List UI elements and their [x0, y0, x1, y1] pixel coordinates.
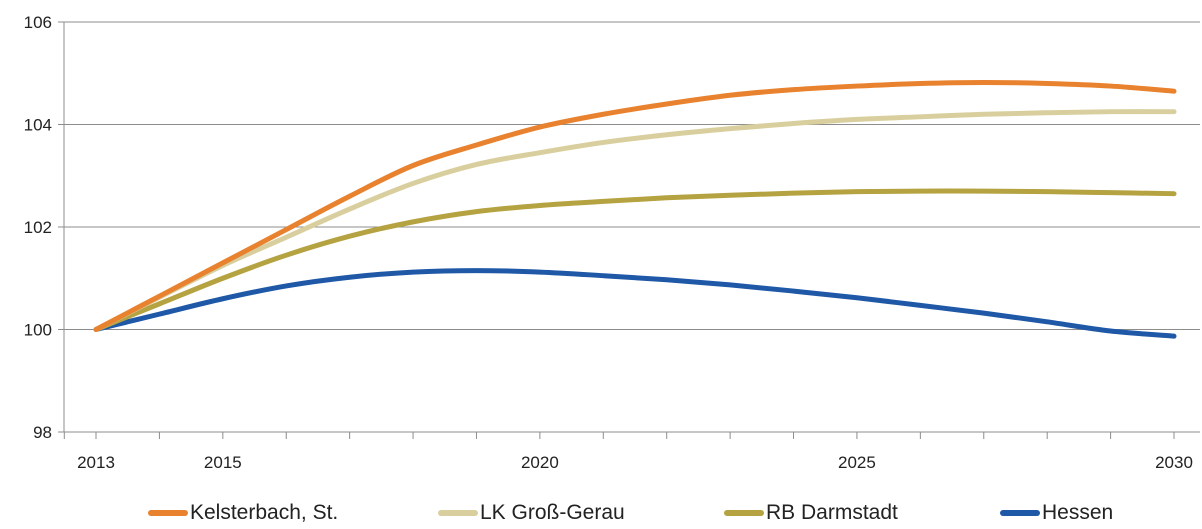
legend-swatch-rb-darmstadt: [724, 509, 764, 516]
y-tick-label-104: 104: [24, 116, 52, 135]
series-line-kelsterbach-st: [93, 79, 1177, 332]
tick-labels: 98 100 102 104 106 2013 2015 2020 2025 2030: [24, 13, 1193, 472]
series-line-lk-gro-gerau: [93, 109, 1177, 332]
legend-item-lk-gro-gerau: LK Groß-Gerau: [438, 496, 625, 529]
y-tick-label-102: 102: [24, 218, 52, 237]
legend-item-kelsterbach-st: Kelsterbach, St.: [148, 496, 338, 529]
legend-label-rb-darmstadt: RB Darmstadt: [766, 500, 898, 524]
series-line-rb-darmstadt: [93, 188, 1177, 332]
x-tick-label-2015: 2015: [204, 453, 242, 472]
series-line-hessen: [93, 268, 1177, 339]
legend-item-hessen: Hessen: [1000, 496, 1113, 529]
gridlines: [64, 21, 1200, 330]
legend-label-hessen: Hessen: [1042, 500, 1114, 524]
y-tick-label-98: 98: [33, 423, 52, 442]
axes: [58, 21, 1200, 439]
x-tick-label-2030: 2030: [1155, 453, 1193, 472]
y-tick-label-100: 100: [24, 321, 52, 340]
legend-label-lk-gro-gerau: LK Groß-Gerau: [480, 500, 625, 524]
x-tick-label-2025: 2025: [838, 453, 876, 472]
legend-swatch-lk-gro-gerau: [438, 509, 478, 516]
legend-swatch-kelsterbach-st: [148, 509, 188, 516]
legend-item-rb-darmstadt: RB Darmstadt: [724, 496, 898, 529]
series-lines: [93, 79, 1177, 339]
legend: Kelsterbach, St. LK Groß-Gerau RB Darmstad…: [0, 496, 1202, 529]
y-tick-label-106: 106: [24, 13, 52, 32]
legend-swatch-hessen: [1000, 509, 1040, 516]
legend-label-kelsterbach-st: Kelsterbach, St.: [190, 500, 339, 524]
x-tick-label-2013: 2013: [77, 453, 115, 472]
x-tick-label-2020: 2020: [521, 453, 559, 472]
line-chart: 98 100 102 104 106 2013 2015 2020 2025 2030: [24, 13, 1200, 472]
